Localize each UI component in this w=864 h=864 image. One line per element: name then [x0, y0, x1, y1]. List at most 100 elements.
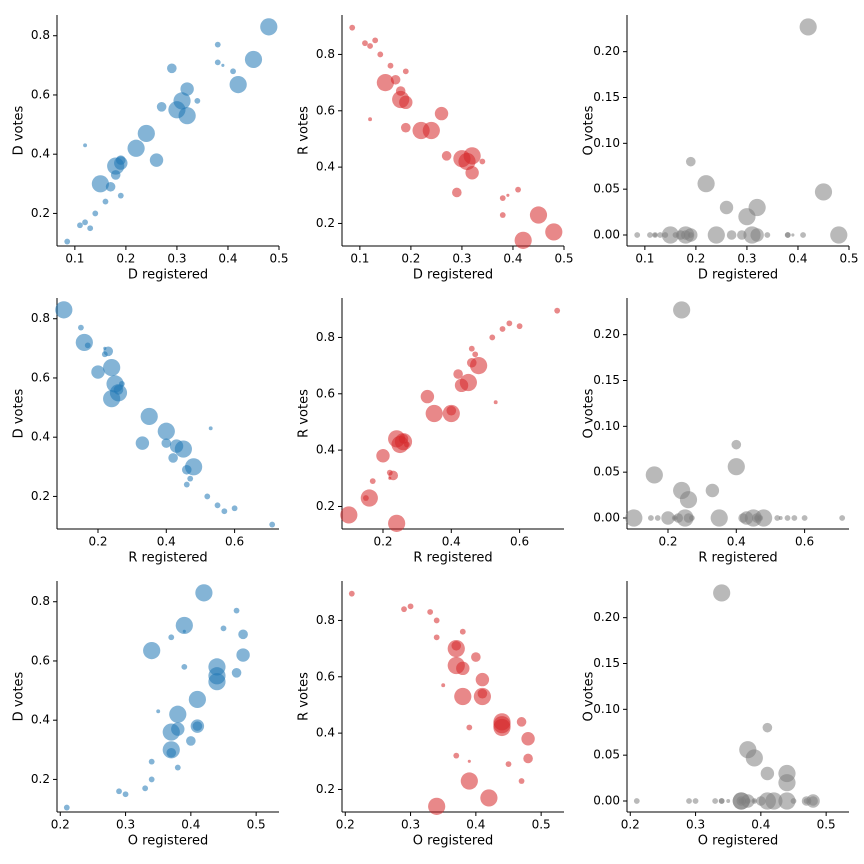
- point: [477, 688, 488, 699]
- point: [340, 506, 358, 524]
- point: [157, 422, 175, 440]
- point: [407, 603, 414, 610]
- point: [470, 357, 488, 375]
- point: [214, 41, 221, 48]
- y-tick-label: 0.4: [316, 726, 335, 740]
- point: [433, 617, 440, 624]
- point: [168, 453, 178, 463]
- point: [459, 628, 466, 635]
- point: [516, 717, 527, 727]
- point: [233, 607, 240, 614]
- point: [737, 230, 747, 240]
- point: [480, 789, 498, 807]
- point: [368, 117, 373, 122]
- point: [685, 156, 696, 167]
- point: [784, 515, 791, 521]
- y-tick-label: 0.00: [593, 511, 620, 525]
- point: [800, 232, 806, 238]
- point: [755, 509, 773, 527]
- point: [122, 791, 129, 798]
- point: [238, 629, 248, 640]
- point: [148, 758, 155, 765]
- point: [707, 226, 725, 244]
- point: [77, 222, 83, 229]
- point: [135, 436, 150, 450]
- point: [441, 683, 446, 688]
- point: [739, 741, 757, 759]
- point: [493, 400, 498, 405]
- point: [718, 798, 725, 804]
- point: [162, 741, 180, 759]
- point: [221, 63, 225, 67]
- point: [91, 175, 109, 193]
- point: [523, 753, 533, 764]
- point: [75, 333, 93, 352]
- point: [799, 18, 817, 36]
- x-tick-label: 0.6: [795, 535, 814, 549]
- point: [801, 796, 812, 806]
- point: [801, 515, 808, 521]
- point: [738, 208, 756, 226]
- point: [161, 438, 172, 448]
- x-axis-label: D registered: [413, 268, 493, 283]
- point: [174, 764, 181, 771]
- point: [672, 232, 679, 238]
- point: [127, 139, 145, 157]
- point: [427, 609, 434, 615]
- point: [778, 516, 783, 520]
- x-axis-label: R registered: [128, 551, 207, 566]
- y-tick-label: 0.2: [316, 216, 335, 230]
- y-tick-label: 0.10: [593, 136, 620, 150]
- y-tick-label: 0.15: [593, 373, 620, 387]
- x-tick-label: 0.5: [532, 818, 551, 832]
- point: [204, 493, 211, 500]
- y-tick-label: 0.10: [593, 419, 620, 433]
- point: [148, 776, 155, 783]
- point: [453, 752, 460, 759]
- point: [167, 63, 177, 74]
- point: [398, 434, 409, 444]
- point: [392, 90, 410, 109]
- point: [743, 226, 761, 244]
- point: [103, 358, 121, 377]
- point: [648, 515, 654, 521]
- point: [778, 792, 796, 810]
- point: [493, 716, 511, 734]
- point: [778, 774, 796, 792]
- y-tick-label: 0.15: [593, 90, 620, 104]
- y-axis-label: R votes: [297, 389, 312, 438]
- point: [221, 508, 228, 515]
- point: [625, 509, 643, 527]
- point: [447, 640, 465, 658]
- x-tick-label: 0.3: [401, 818, 420, 832]
- point: [162, 723, 180, 741]
- point: [634, 232, 641, 238]
- y-tick-label: 0.4: [31, 430, 50, 444]
- point: [705, 483, 720, 498]
- point: [719, 200, 734, 215]
- point: [113, 385, 124, 395]
- point: [269, 521, 276, 528]
- point: [377, 51, 384, 58]
- x-axis-label: D registered: [128, 268, 208, 283]
- point: [506, 320, 513, 327]
- point: [376, 74, 394, 92]
- point: [180, 82, 194, 96]
- point: [388, 514, 406, 532]
- point: [84, 342, 91, 349]
- x-axis-label: O registered: [698, 834, 778, 849]
- point: [91, 365, 105, 379]
- point: [459, 373, 477, 392]
- x-tick-label: 0.4: [788, 252, 807, 266]
- y-tick-label: 0.2: [31, 489, 50, 503]
- point: [447, 656, 465, 675]
- point: [758, 792, 776, 810]
- y-tick-label: 0.8: [31, 28, 50, 42]
- point: [839, 515, 846, 521]
- point: [791, 233, 795, 237]
- y-tick-label: 0.4: [31, 713, 50, 727]
- x-tick-label: 0.5: [269, 252, 288, 266]
- x-tick-label: 0.3: [737, 252, 756, 266]
- point: [757, 515, 764, 521]
